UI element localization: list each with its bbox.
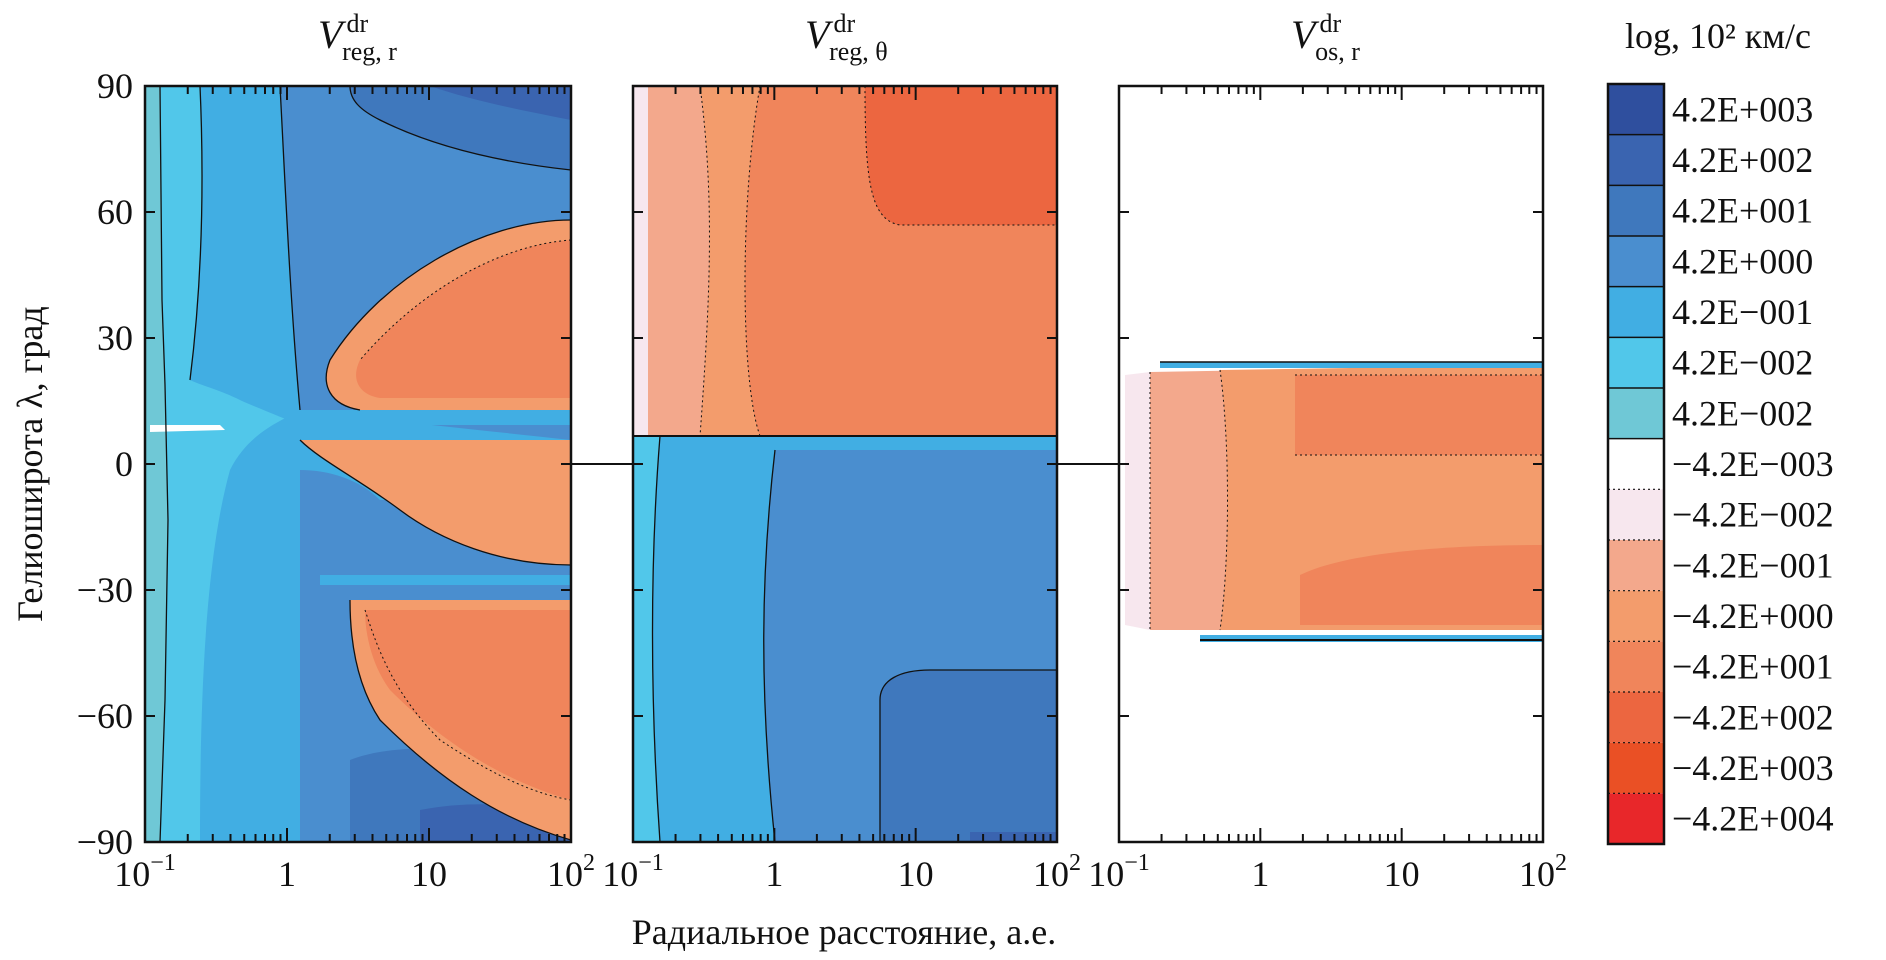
colorbar-swatch — [1608, 134, 1664, 186]
y-tick-label: 90 — [97, 66, 133, 106]
panel-reg-r — [145, 86, 571, 842]
x-tick-label: 102 — [547, 850, 595, 894]
colorbar-label: 4.2E+002 — [1672, 140, 1813, 180]
colorbar-label: 4.2E−002 — [1672, 393, 1813, 433]
x-tick-label: 1 — [278, 854, 296, 894]
x-tick-base: 10 — [114, 854, 150, 894]
x-tick-exp: 2 — [583, 850, 595, 876]
x-tick-label: 10 — [411, 854, 447, 894]
x-tick-base: 10 — [1519, 854, 1555, 894]
panel-title-sup: dr — [833, 9, 855, 38]
colorbar-swatch — [1608, 236, 1664, 287]
colorbar-label: 4.2E+001 — [1672, 191, 1813, 231]
colorbar-swatch — [1608, 286, 1664, 338]
colorbar-swatch — [1608, 388, 1664, 439]
y-tick-label: −30 — [77, 570, 133, 610]
x-tick-exp: −1 — [638, 850, 664, 876]
panel-title-main: V — [318, 12, 347, 57]
colorbar-swatch — [1608, 337, 1664, 388]
colorbar-label: 4.2E−001 — [1672, 292, 1813, 332]
colorbar-label: −4.2E+003 — [1672, 748, 1834, 788]
x-tick-label: 102 — [1519, 850, 1567, 894]
x-tick-exp: −1 — [150, 850, 176, 876]
panel-title-sub: os, r — [1315, 37, 1360, 66]
panel-reg-theta-contours — [633, 86, 1057, 842]
panel-os-r — [1119, 86, 1543, 842]
colorbar-title: log, 10² км/с — [1625, 16, 1811, 56]
x-tick-base: 10 — [898, 854, 934, 894]
x-tick-exp: −1 — [1124, 850, 1150, 876]
colorbar-swatch — [1608, 793, 1664, 844]
x-tick-label: 1 — [1251, 854, 1269, 894]
x-tick-base: 10 — [411, 854, 447, 894]
y-tick-label: 60 — [97, 192, 133, 232]
colorbar-swatch — [1608, 438, 1664, 490]
colorbar-swatch — [1608, 742, 1664, 794]
x-tick-label: 10 — [1384, 854, 1420, 894]
colorbar-label: −4.2E−001 — [1672, 545, 1834, 585]
x-tick-label: 1 — [765, 854, 783, 894]
panel-title-sup: dr — [1319, 9, 1341, 38]
x-tick-base: 10 — [547, 854, 583, 894]
colorbar-label: −4.2E+004 — [1672, 799, 1834, 839]
colorbar-label: 4.2E−002 — [1672, 343, 1813, 383]
x-axis-label: Радиальное расстояние, а.е. — [632, 912, 1056, 952]
x-tick-base: 10 — [1384, 854, 1420, 894]
y-tick-label: −90 — [77, 822, 133, 862]
colorbar-label: −4.2E−003 — [1672, 444, 1834, 484]
colorbar-swatch — [1608, 641, 1664, 692]
x-tick-label: 10−1 — [114, 850, 176, 894]
panel-title-main: V — [1291, 12, 1320, 57]
colorbar-label: 4.2E+003 — [1672, 89, 1813, 129]
panel-title-sup: dr — [346, 9, 368, 38]
y-tick-label: −60 — [77, 696, 133, 736]
colorbar: 4.2E+003 4.2E+002 4.2E+001 4.2E+000 4.2E−001… — [1606, 82, 1834, 846]
colorbar-swatch — [1608, 84, 1664, 135]
panel-title-sub: reg, r — [342, 37, 397, 66]
x-tick-exp: 2 — [1555, 850, 1567, 876]
panel-reg-theta — [633, 86, 1057, 842]
x-tick-label: 10−1 — [602, 850, 664, 894]
x-tick-label: 10 — [898, 854, 934, 894]
colorbar-label: 4.2E+000 — [1672, 241, 1813, 281]
x-tick-base: 10 — [1088, 854, 1124, 894]
panel-title-sub: reg, θ — [829, 37, 888, 66]
x-tick-label: 10−1 — [1088, 850, 1150, 894]
x-tick-base: 10 — [602, 854, 638, 894]
colorbar-swatch — [1608, 489, 1664, 540]
x-tick-label: 102 — [1033, 850, 1081, 894]
y-tick-label: 30 — [97, 318, 133, 358]
colorbar-label: −4.2E+002 — [1672, 697, 1834, 737]
colorbar-label: −4.2E+001 — [1672, 647, 1834, 687]
x-tick-exp: 2 — [1069, 850, 1081, 876]
y-tick-label: 0 — [115, 444, 133, 484]
colorbar-swatch — [1608, 692, 1664, 743]
panel-reg-r-contours — [145, 86, 571, 842]
panel-os-r-contours — [1119, 86, 1543, 842]
x-tick-base: 1 — [765, 854, 783, 894]
colorbar-frame — [1606, 82, 1666, 846]
x-tick-base: 1 — [1251, 854, 1269, 894]
colorbar-label: −4.2E+000 — [1672, 596, 1834, 636]
colorbar-swatch — [1608, 185, 1664, 236]
panel-title-main: V — [805, 12, 834, 57]
colorbar-label: −4.2E−002 — [1672, 495, 1834, 535]
x-tick-base: 1 — [278, 854, 296, 894]
x-tick-base: 10 — [1033, 854, 1069, 894]
colorbar-swatch — [1608, 590, 1664, 642]
y-axis-label: Гелиоширота λ, град — [10, 306, 50, 621]
colorbar-swatch — [1608, 540, 1664, 591]
